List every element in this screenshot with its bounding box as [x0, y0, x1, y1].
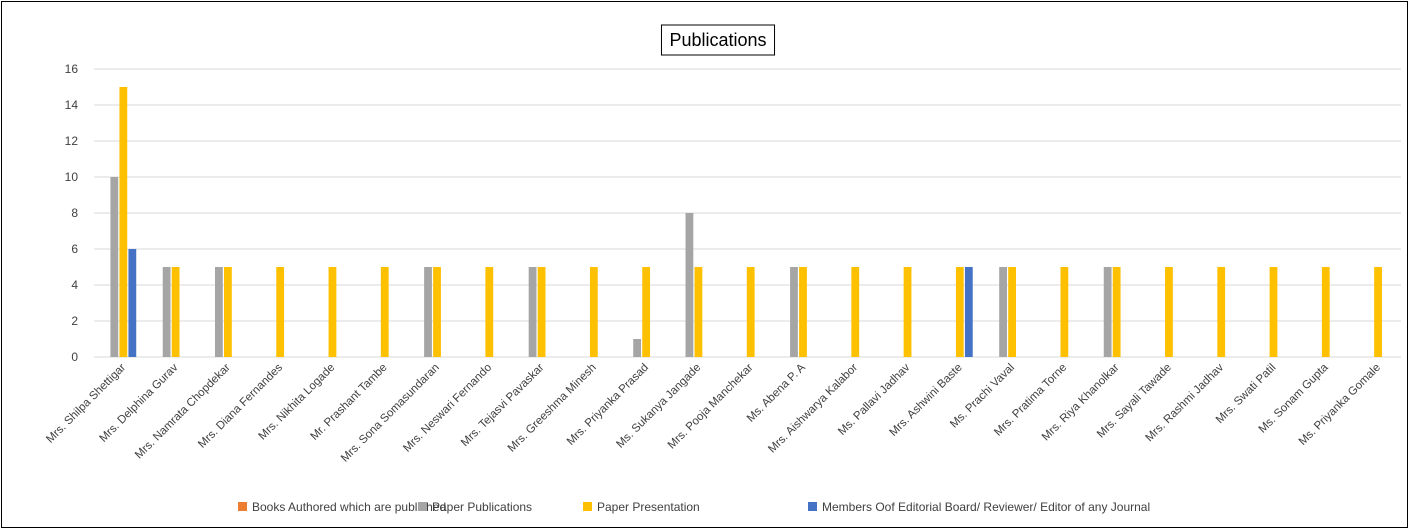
bar	[851, 267, 860, 357]
bar	[162, 267, 171, 357]
bar	[433, 267, 441, 357]
y-tick-label: 0	[71, 350, 78, 364]
x-tick-label: Mrs. Pooja Manchekar	[666, 362, 756, 452]
chart-title: Publications	[669, 30, 766, 50]
bar	[999, 267, 1007, 357]
bar	[328, 267, 337, 357]
chart-title-group: Publications	[660, 24, 776, 56]
y-tick-label: 12	[65, 134, 79, 148]
bar	[1165, 267, 1173, 357]
gridlines	[94, 68, 1401, 358]
bar	[119, 87, 128, 357]
bar	[215, 267, 223, 357]
bar	[128, 249, 137, 357]
bar	[485, 267, 494, 357]
bar	[380, 267, 389, 357]
bar	[955, 267, 964, 357]
chart-title-box	[660, 24, 776, 56]
x-tick-label: Ms. Sukanya Jangade	[614, 362, 703, 451]
bar	[1269, 267, 1278, 357]
legend-label: Paper Presentation	[597, 500, 700, 514]
legend-swatch	[418, 502, 427, 511]
y-tick-label: 10	[65, 170, 79, 184]
bar	[171, 267, 180, 357]
legend-label: Members Oof Editorial Board/ Reviewer/ E…	[822, 500, 1150, 514]
bar	[903, 267, 912, 357]
y-tick-label: 2	[71, 314, 78, 328]
legend-label: Paper Publications	[432, 500, 532, 514]
bars	[110, 87, 1382, 357]
bar	[1103, 267, 1112, 357]
x-tick-label: Mrs. Neswari Fernando	[401, 362, 494, 455]
x-tick-label: Mrs. Diana Fernandes	[196, 361, 285, 450]
y-tick-label: 8	[71, 206, 78, 220]
y-tick-label: 4	[71, 278, 78, 292]
x-tick-label: Mrs. Aishwarya Kalabor	[766, 362, 860, 456]
bar	[589, 267, 598, 357]
bar	[642, 267, 651, 357]
bar	[110, 177, 119, 357]
bar	[790, 267, 798, 357]
bar	[799, 267, 807, 357]
legend-swatch	[808, 502, 817, 511]
bar	[424, 267, 432, 357]
bar	[528, 267, 537, 357]
bar	[1112, 267, 1121, 357]
bar	[1374, 267, 1382, 357]
bar	[276, 267, 285, 357]
bar	[1008, 267, 1016, 357]
x-tick-label: Mrs. Greeshma Minesh	[506, 362, 599, 455]
bar	[633, 339, 642, 357]
bar	[1060, 267, 1069, 357]
bar	[537, 267, 546, 357]
y-tick-label: 16	[65, 62, 79, 76]
x-tick-label: Mrs. Namrata Chopdekar	[133, 362, 233, 462]
bar	[1321, 267, 1330, 357]
legend-swatch	[583, 502, 592, 511]
y-tick-label: 14	[65, 98, 79, 112]
bar	[224, 267, 232, 357]
legend: Books Authored which are publishedPaper …	[238, 500, 1150, 514]
legend-label: Books Authored which are published	[252, 500, 446, 514]
bar	[1217, 267, 1226, 357]
y-axis-ticks: 0 2 4 6 8 10 12 14 16	[65, 62, 79, 364]
bar	[746, 267, 755, 357]
y-tick-label: 6	[71, 242, 78, 256]
bar	[964, 267, 973, 357]
x-tick-label: Mrs. Sona Somasundaran	[339, 362, 442, 465]
bar	[685, 213, 694, 357]
legend-swatch	[238, 502, 247, 511]
bar	[694, 267, 703, 357]
